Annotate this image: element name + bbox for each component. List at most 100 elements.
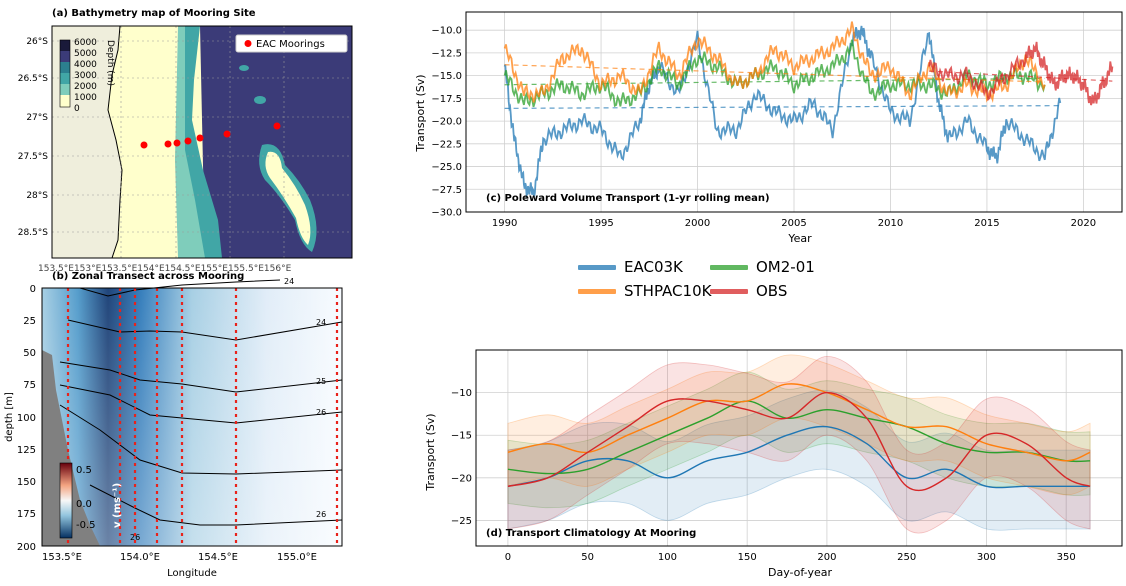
mooring-marker [173, 139, 181, 147]
plot-frame [475, 349, 1123, 547]
map-ytick: 28°S [26, 191, 48, 201]
map-ytick: 28.5°S [18, 228, 49, 238]
x-tick-label: 2020 [1071, 218, 1096, 229]
transect-xtick: 155.0°E [277, 552, 317, 563]
y-tick-label: −15 [451, 431, 472, 442]
transect-xlabel: Longitude [167, 568, 217, 579]
seamount-top [265, 151, 311, 245]
trend-line-obs [929, 70, 1113, 82]
series-line-sthpac10k [503, 21, 1046, 103]
climatology-line-om2-01 [507, 400, 1091, 475]
panel-b-title: (b) Zonal Transect across Mooring [52, 271, 244, 282]
x-tick-label: 1995 [588, 218, 613, 229]
vcbar-label: v (ms⁻¹) [112, 483, 123, 528]
transect-plot: (b) Zonal Transect across Mooring 24 24 … [4, 271, 343, 579]
seamount-small [254, 96, 266, 104]
cbar-tick: 6000 [74, 38, 97, 48]
legend-swatch [710, 264, 748, 270]
climatology-chart: 0 50 100 150 200 250 300 350 −10 −15 −20 −25 (d) Tr… [424, 349, 1123, 579]
climatology-line-sthpac10k [507, 383, 1091, 462]
legend-entry: EAC03K [578, 258, 683, 276]
mooring-lines [66, 288, 339, 546]
map-deep-ocean [200, 26, 352, 258]
cbar-tick: 1000 [74, 93, 97, 103]
legend-entry: STHPAC10K [578, 282, 711, 300]
y-tick-label: −30.0 [431, 208, 462, 219]
x-tick-label: 2000 [685, 218, 710, 229]
map-ytick: 26.5°S [18, 74, 49, 84]
cbar-tick: 4000 [74, 60, 97, 70]
band-eac03k [507, 389, 1091, 531]
contour-label: 26 [316, 408, 326, 417]
legend-swatch [578, 264, 616, 270]
panel-a-title: (a) Bathymetry map of Mooring Site [52, 8, 256, 19]
y-tick-label: −10.0 [431, 26, 462, 37]
transect-frame [41, 287, 343, 547]
y-tick-label: −20.0 [431, 117, 462, 128]
legend-swatch [578, 288, 616, 294]
transect-ytick: 150 [17, 477, 36, 488]
panel-c-ylabel: Transport (Sv) [414, 74, 427, 152]
series-legend: EAC03K OM2-01 STHPAC10K OBS [578, 258, 828, 308]
y-tick-label: −25 [451, 516, 472, 527]
contour-label: 26 [130, 533, 140, 542]
x-tick-label: 0 [505, 552, 511, 563]
transect-ytick: 50 [23, 348, 36, 359]
y-tick-label: −22.5 [431, 139, 462, 150]
panel-c: 1990 1995 2000 2005 2010 2015 2020 −10.0 −12.5 −1… [400, 0, 1126, 250]
transect-xtick: 154.0°E [120, 552, 160, 563]
climatology-line-obs [507, 391, 1091, 492]
map-legend: EAC Moorings [235, 34, 348, 53]
y-tick-label: −27.5 [431, 185, 462, 196]
x-tick-label: 150 [738, 552, 757, 563]
x-tick-label: 300 [977, 552, 996, 563]
y-tick-label: −12.5 [431, 48, 462, 59]
panel-a: (a) Bathymetry map of Mooring Site [0, 0, 360, 285]
cbar-tick: 2000 [74, 82, 97, 92]
x-tick-label: 50 [581, 552, 594, 563]
x-tick-label: 2015 [974, 218, 999, 229]
cbar-tick: 0 [74, 104, 80, 114]
mooring-marker [273, 122, 281, 130]
transect-ytick: 100 [17, 413, 36, 424]
y-tick-label: −25.0 [431, 162, 462, 173]
seafloor [42, 350, 100, 546]
climatology-line-eac03k [507, 425, 1091, 489]
panel-d-xlabel: Day-of-year [768, 566, 832, 579]
y-tick-label: −17.5 [431, 94, 462, 105]
legend-swatch [710, 288, 748, 294]
mooring-markers [140, 122, 281, 149]
panel-b: (b) Zonal Transect across Mooring 24 24 … [0, 270, 360, 582]
vcbar-tick: 0.5 [76, 465, 92, 476]
series-line-eac03k [503, 25, 1062, 199]
velocity-colorbar: 0.5 0.0 -0.5 v (ms⁻¹) [59, 462, 123, 539]
plot-area [476, 350, 1122, 546]
mooring-marker [164, 140, 172, 148]
mooring-marker [140, 141, 148, 149]
mooring-marker [184, 137, 192, 145]
panel-d-title: (d) Transport Climatology At Mooring [486, 528, 696, 539]
transect-ytick: 25 [23, 316, 36, 327]
contour-label: 25 [316, 377, 326, 386]
cbar-label: Depth (m) [105, 40, 115, 86]
map-ytick: 26°S [26, 37, 48, 47]
map-xticks: 153.5°E153°E153.5°E154°E154.5°E155°E155.… [38, 264, 292, 274]
legend-label: STHPAC10K [624, 282, 712, 300]
contour-label: 26 [316, 510, 326, 519]
transect-xtick: 154.5°E [198, 552, 238, 563]
transect-ytick: 200 [17, 542, 36, 553]
transect-ytick: 125 [17, 445, 36, 456]
panel-c-xlabel: Year [787, 232, 812, 245]
vcbar-tick: -0.5 [76, 520, 96, 531]
transect-ytick: 75 [23, 380, 36, 391]
map-ytick: 27°S [26, 113, 48, 123]
depth-colorbar: 6000 5000 4000 3000 2000 1000 0 Depth (m… [59, 38, 115, 114]
cbar-tick: 5000 [74, 49, 97, 59]
x-tick-label: 100 [658, 552, 677, 563]
y-tick-label: −15.0 [431, 71, 462, 82]
trend-line-eac03k [504, 105, 1061, 109]
mooring-marker [223, 130, 231, 138]
transect-xtick: 153.5°E [42, 552, 82, 563]
contour-label: 24 [316, 318, 326, 327]
x-tick-label: 2005 [781, 218, 806, 229]
